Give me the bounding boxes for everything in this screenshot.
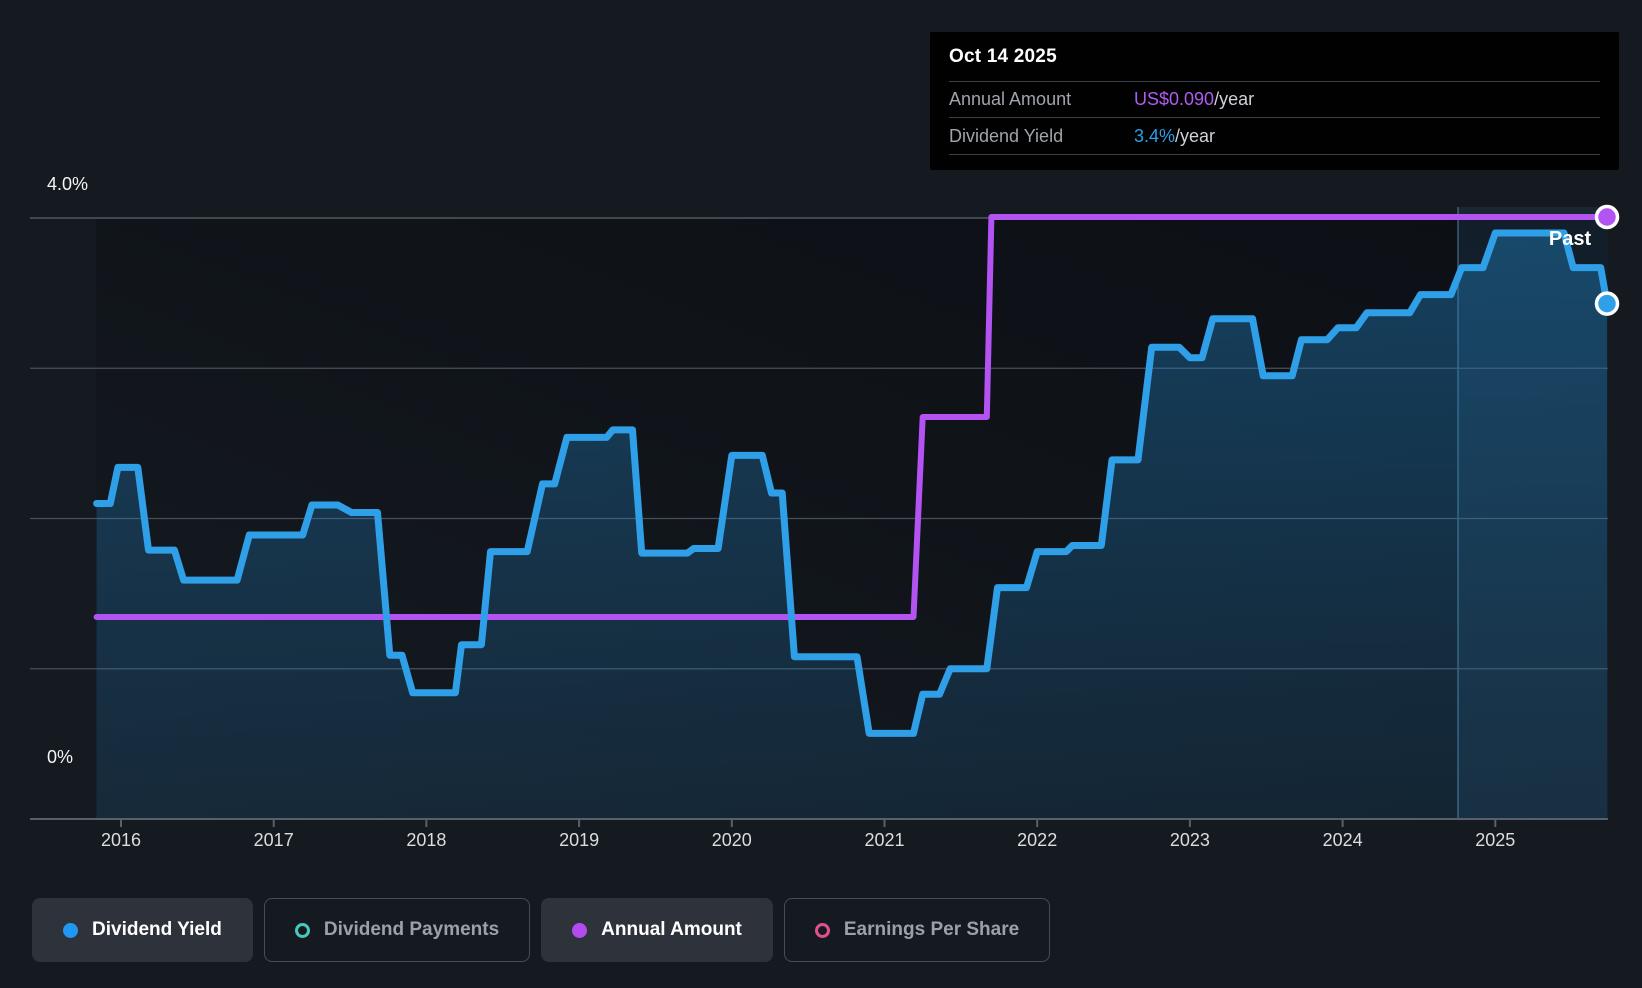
legend-label: Earnings Per Share bbox=[843, 919, 1020, 940]
y-axis-label-min: 0% bbox=[47, 747, 74, 767]
legend-label: Dividend Payments bbox=[323, 919, 500, 940]
dividend-yield-line bbox=[93, 229, 1611, 737]
tooltip-dividend-yield-suffix: /year bbox=[1175, 125, 1216, 146]
x-axis-label: 2016 bbox=[100, 830, 142, 850]
x-axis-label: 2023 bbox=[1169, 830, 1210, 850]
tooltip-row-annual-amount: Annual Amount US$0.090 /year bbox=[949, 81, 1600, 117]
dividend-payments-ring-icon bbox=[294, 922, 310, 938]
past-region-label: Past bbox=[1548, 228, 1592, 250]
annual-amount-end-marker bbox=[1594, 204, 1620, 230]
tooltip-dividend-yield-label: Dividend Yield bbox=[949, 125, 1064, 146]
legend-button-annual-amount[interactable]: Annual Amount bbox=[541, 898, 773, 962]
x-axis-label: 2021 bbox=[864, 830, 905, 850]
tooltip-annual-amount-suffix: /year bbox=[1214, 89, 1255, 109]
x-axis-label: 2019 bbox=[559, 830, 600, 850]
x-axis-label: 2017 bbox=[253, 830, 294, 850]
legend-label: Dividend Yield bbox=[92, 919, 222, 940]
tooltip-annual-amount-label: Annual Amount bbox=[949, 89, 1072, 109]
tooltip-dividend-yield-value: 3.4% bbox=[1134, 125, 1176, 146]
legend-button-earnings-per-share[interactable]: Earnings Per Share bbox=[783, 898, 1051, 962]
dividend-yield-end-marker bbox=[1594, 291, 1620, 316]
earnings-per-share-ring-icon bbox=[814, 922, 830, 938]
x-axis-label: 2018 bbox=[406, 830, 447, 850]
chart-legend: Dividend Yield Dividend Payments Annual … bbox=[32, 898, 1051, 962]
x-axis-label: 2025 bbox=[1475, 830, 1516, 850]
x-axis-ticks bbox=[120, 819, 1497, 827]
dividend-yield-dot-icon bbox=[63, 922, 78, 938]
legend-button-dividend-payments[interactable]: Dividend Payments bbox=[263, 898, 531, 962]
annual-amount-dot-icon bbox=[572, 922, 588, 938]
y-axis-label-max: 4.0% bbox=[47, 174, 89, 194]
x-axis-label: 2020 bbox=[711, 830, 752, 850]
tooltip-date: Oct 14 2025 bbox=[949, 45, 1057, 67]
legend-button-dividend-yield[interactable]: Dividend Yield bbox=[32, 898, 253, 962]
chart-tooltip: Oct 14 2025 Annual Amount US$0.090 /year… bbox=[930, 32, 1619, 170]
legend-label: Annual Amount bbox=[601, 919, 742, 940]
x-axis-label: 2024 bbox=[1322, 830, 1363, 850]
dividend-yield-area-fill bbox=[96, 233, 1607, 819]
tooltip-annual-amount-value: US$0.090 bbox=[1134, 89, 1215, 109]
annual-amount-line bbox=[93, 214, 1610, 620]
tooltip-row-dividend-yield: Dividend Yield 3.4% /year bbox=[949, 117, 1600, 155]
x-axis-label: 2022 bbox=[1017, 830, 1058, 850]
